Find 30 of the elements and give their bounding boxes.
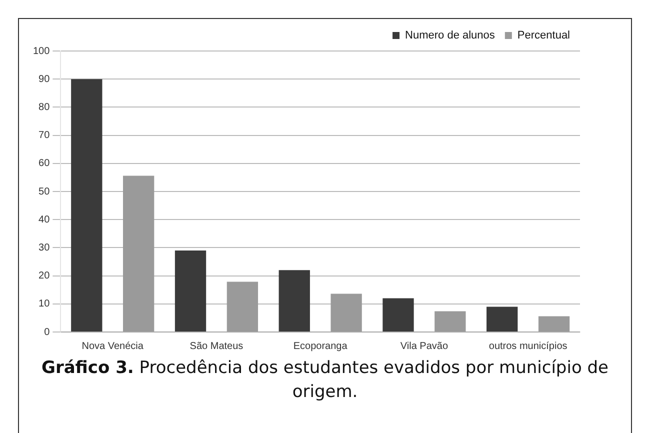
- text: Gráfico 3.: [41, 358, 134, 378]
- y-tick-label: 0: [44, 326, 50, 338]
- y-tick-label: 30: [38, 242, 50, 254]
- bar: [330, 294, 362, 332]
- y-tick-label: 20: [38, 270, 50, 282]
- y-tick-label: 60: [38, 158, 50, 170]
- text: Procedência dos estudantes evadidos por município de origem.: [139, 358, 608, 402]
- legend-label: Percentual: [517, 30, 570, 42]
- y-tick-label: 10: [38, 298, 50, 310]
- legend-label: Numero de alunos: [405, 30, 496, 42]
- bar: [71, 79, 102, 332]
- x-tick-label: Ecoporanga: [293, 340, 348, 352]
- y-tick-label: 100: [32, 46, 50, 57]
- y-tick-label: 90: [38, 74, 50, 85]
- y-tick-label: 80: [38, 102, 50, 113]
- bar: [174, 250, 206, 332]
- bar: [382, 298, 414, 332]
- y-tick-label: 50: [38, 186, 50, 198]
- x-tick-label: outros municípios: [488, 340, 568, 352]
- bar: [434, 311, 466, 332]
- bar: [278, 270, 310, 332]
- bar: [538, 316, 570, 332]
- x-tick-label: São Mateus: [190, 340, 244, 352]
- y-tick-label: 40: [38, 214, 50, 226]
- x-tick-label: Nova Venécia: [82, 340, 144, 352]
- bar: [226, 282, 258, 332]
- bar: [123, 176, 154, 332]
- y-tick-label: 70: [38, 130, 50, 142]
- x-tick-label: Vila Pavão: [400, 340, 448, 352]
- bar: [486, 306, 518, 332]
